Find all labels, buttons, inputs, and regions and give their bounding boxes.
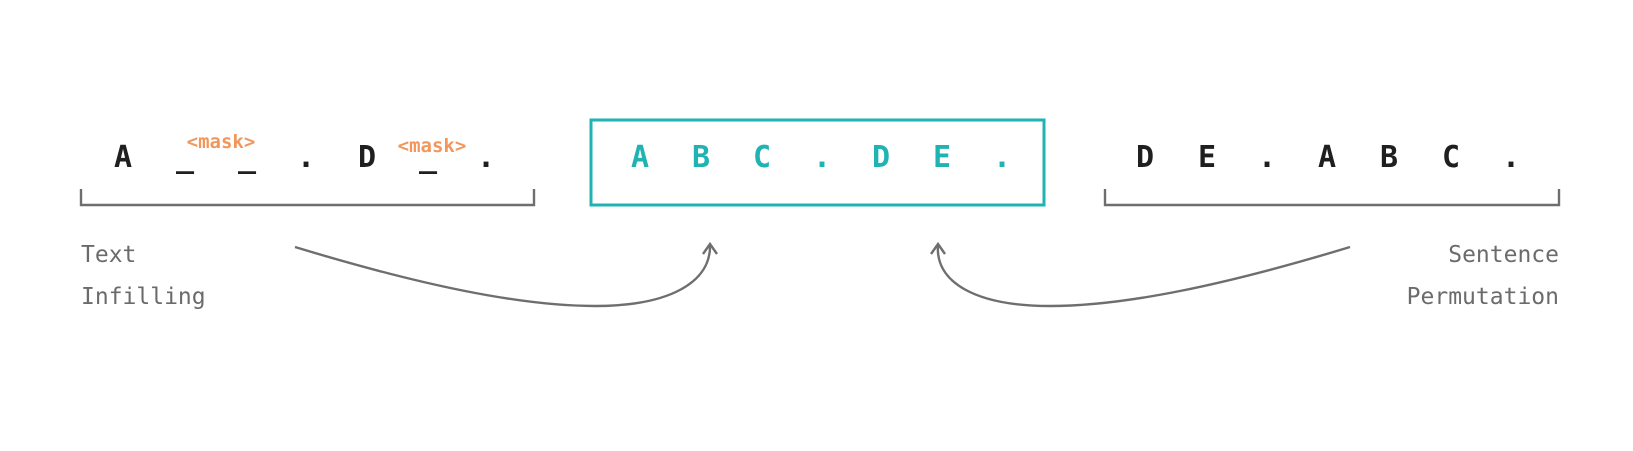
infill-token: A	[114, 140, 132, 175]
infill-bracket	[79, 189, 536, 207]
infill-token-blank: _	[176, 140, 195, 175]
arrows	[294, 241, 1351, 308]
target-group: A B C . D E .	[589, 118, 1046, 207]
permutation-token: .	[1502, 140, 1520, 175]
target-token: C	[753, 140, 771, 175]
infill-token: D	[358, 140, 376, 175]
mask-label: <mask>	[398, 135, 467, 157]
infill-to-target-arrow	[294, 244, 712, 308]
target-token: D	[872, 140, 890, 175]
infill-token-blank: _	[419, 140, 438, 175]
permutation-token: C	[1442, 140, 1460, 175]
mask-label: <mask>	[187, 131, 256, 153]
target-token: .	[813, 140, 831, 175]
target-token: E	[933, 140, 951, 175]
target-token: B	[692, 140, 710, 175]
text-infilling-label-line1: Text	[81, 242, 136, 268]
text-infilling-label-line2: Infilling	[81, 284, 206, 310]
text-infilling-group: A _ _ . D _ . <mask> <mask> Text Infilli…	[79, 131, 536, 310]
sentence-permutation-label-line1: Sentence	[1448, 242, 1559, 268]
target-box	[589, 118, 1046, 207]
target-token: .	[993, 140, 1011, 175]
infill-token-blank: _	[238, 140, 257, 175]
permutation-token: B	[1380, 140, 1398, 175]
permutation-token: .	[1258, 140, 1276, 175]
target-token: A	[631, 140, 649, 175]
sentence-permutation-label-line2: Permutation	[1407, 284, 1559, 310]
sentence-permutation-group: D E . A B C . Sentence Permutation	[1103, 140, 1561, 310]
infill-token: .	[477, 140, 495, 175]
infill-arrowhead-icon	[702, 241, 718, 255]
permutation-token: E	[1198, 140, 1216, 175]
permutation-to-target-arrow	[936, 244, 1351, 308]
permutation-token: A	[1318, 140, 1336, 175]
permutation-bracket	[1103, 189, 1561, 207]
infill-token: .	[297, 140, 315, 175]
permutation-arrowhead-icon	[930, 241, 946, 255]
permutation-token: D	[1136, 140, 1154, 175]
